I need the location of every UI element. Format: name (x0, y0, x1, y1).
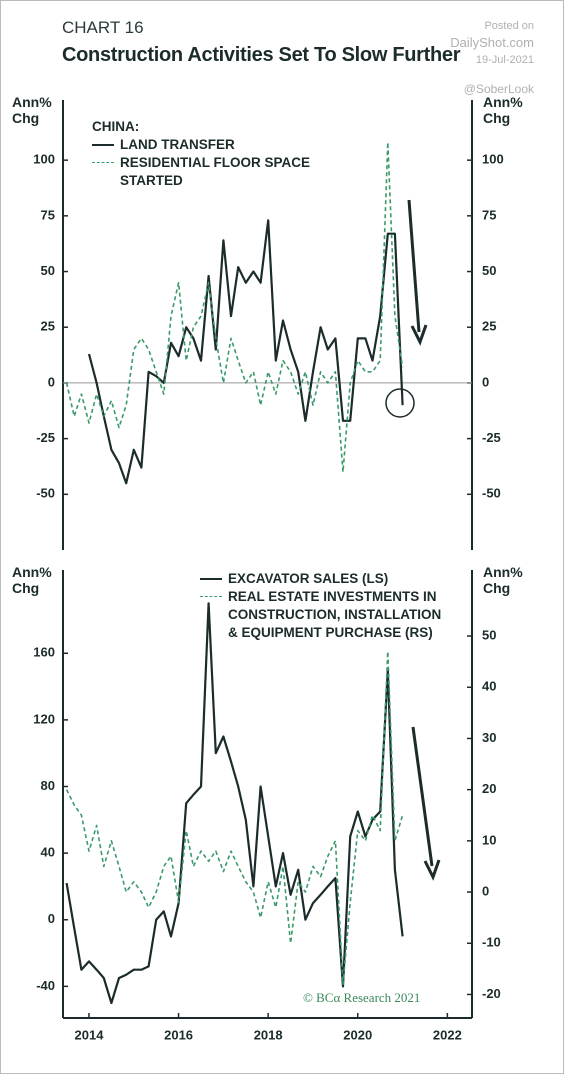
y2-tick-label: 20 (482, 781, 496, 796)
y-tick-label: 80 (41, 778, 55, 793)
x-tick-label: 2022 (433, 1027, 462, 1042)
x-tick-label: 2016 (164, 1027, 193, 1042)
watermark: Posted on (484, 20, 534, 32)
x-tick-label: 2020 (343, 1027, 372, 1042)
y-tick-label: 100 (33, 152, 55, 167)
y2-tick-label: 10 (482, 832, 496, 847)
legend-entry: REAL ESTATE INVESTMENTS IN CONSTRUCTION,… (200, 588, 450, 642)
y2-tick-label: -25 (482, 430, 501, 445)
watermark: @SoberLook (463, 82, 534, 96)
y2-tick-label: 30 (482, 730, 496, 745)
y-tick-label: 0 (48, 374, 55, 389)
y-tick-label: 75 (41, 207, 55, 222)
y2-tick-label: 75 (482, 207, 496, 222)
arrow-head (410, 324, 428, 346)
y2-axis-label: Ann% Chg (483, 94, 523, 126)
y-tick-label: 40 (41, 845, 55, 860)
series-line (65, 602, 404, 1005)
y2-axis-label: Ann% Chg (483, 564, 523, 596)
watermark: DailyShot.com (450, 35, 534, 50)
legend-label: LAND TRANSFER (120, 137, 235, 152)
legend-label: RESIDENTIAL FLOOR SPACE STARTED (120, 155, 311, 188)
series-line (87, 219, 404, 485)
arrow (411, 726, 434, 867)
y2-tick-label: -20 (482, 986, 501, 1001)
circle (385, 388, 415, 418)
y-tick-label: -25 (36, 430, 55, 445)
legend: EXCAVATOR SALES (LS) REAL ESTATE INVESTME… (200, 570, 450, 642)
y2-tick-label: 25 (482, 319, 496, 334)
watermark: 19-Jul-2021 (475, 54, 534, 66)
chart-title: Construction Activities Set To Slow Furt… (62, 44, 461, 66)
legend-entry: LAND TRANSFER (92, 136, 342, 154)
chart-label: CHART 16 (62, 18, 144, 37)
credit: © BCα Research 2021 (303, 990, 421, 1005)
legend-swatch (200, 596, 222, 597)
y-tick-label: 160 (33, 645, 55, 660)
legend-entry: EXCAVATOR SALES (LS) (200, 570, 450, 588)
legend-swatch (92, 162, 114, 163)
y-axis-label: Ann% Chg (12, 94, 52, 126)
y2-tick-label: 40 (482, 679, 496, 694)
y-tick-label: 120 (33, 711, 55, 726)
x-tick-label: 2018 (254, 1027, 283, 1042)
legend: CHINA: LAND TRANSFER RESIDENTIAL FLOOR SPA… (92, 118, 342, 190)
y-tick-label: 25 (41, 319, 55, 334)
arrow-head (423, 859, 441, 881)
y2-tick-label: 100 (482, 152, 504, 167)
y-tick-label: 0 (48, 911, 55, 926)
legend-entry: RESIDENTIAL FLOOR SPACE STARTED (92, 154, 342, 190)
y-tick-label: -40 (36, 978, 55, 993)
legend-swatch (92, 144, 114, 146)
y2-tick-label: 0 (482, 374, 489, 389)
y-tick-label: 50 (41, 263, 55, 278)
legend-label: EXCAVATOR SALES (LS) (228, 571, 389, 586)
y-tick-label: -50 (36, 486, 55, 501)
legend-label: REAL ESTATE INVESTMENTS IN CONSTRUCTION,… (228, 589, 442, 640)
y2-tick-label: -10 (482, 935, 501, 950)
legend-title: CHINA: (92, 119, 140, 134)
series-line (65, 141, 404, 473)
y2-tick-label: 0 (482, 883, 489, 898)
series-line (65, 650, 404, 985)
y2-tick-label: 50 (482, 263, 496, 278)
y-axis-label: Ann% Chg (12, 564, 52, 596)
annotations (385, 199, 441, 881)
y2-tick-label: 50 (482, 627, 496, 642)
legend-swatch (200, 578, 222, 580)
y2-tick-label: -50 (482, 486, 501, 501)
x-tick-label: 2014 (75, 1027, 105, 1042)
arrow (407, 199, 421, 333)
